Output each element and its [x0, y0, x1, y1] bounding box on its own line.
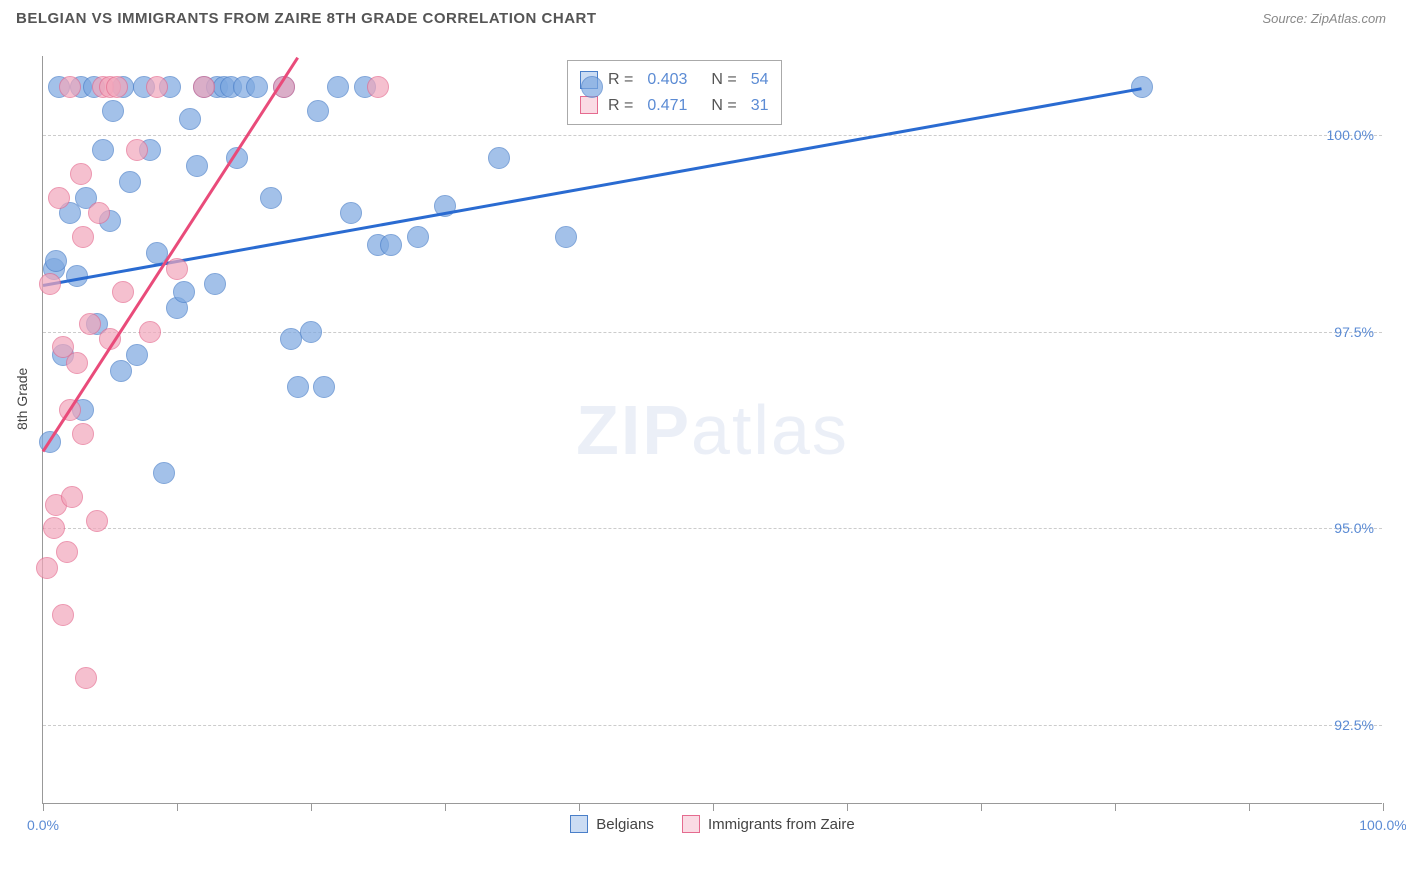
data-point [48, 187, 70, 209]
bottom-legend: Belgians Immigrants from Zaire [43, 815, 1382, 837]
data-point [488, 147, 510, 169]
data-point [139, 321, 161, 343]
xtick [1249, 803, 1250, 811]
data-point [367, 76, 389, 98]
stat-n-value: 54 [751, 67, 769, 93]
data-point [146, 76, 168, 98]
trend-line [42, 57, 299, 452]
legend-label: Immigrants from Zaire [708, 816, 855, 833]
chart-title: BELGIAN VS IMMIGRANTS FROM ZAIRE 8TH GRA… [16, 10, 597, 27]
xtick [1383, 803, 1384, 811]
data-point [86, 510, 108, 532]
xtick [981, 803, 982, 811]
data-point [193, 76, 215, 98]
data-point [204, 273, 226, 295]
gridline [43, 135, 1382, 136]
y-axis-label: 8th Grade [14, 368, 30, 430]
ytick-label: 97.5% [1334, 324, 1374, 340]
swatch-icon [570, 815, 588, 833]
gridline [43, 725, 1382, 726]
data-point [75, 667, 97, 689]
data-point [327, 76, 349, 98]
data-point [70, 163, 92, 185]
swatch-icon [682, 815, 700, 833]
data-point [39, 273, 61, 295]
data-point [173, 281, 195, 303]
stat-n-label: N = [711, 67, 736, 93]
data-point [313, 376, 335, 398]
data-point [186, 155, 208, 177]
scatter-chart: ZIPatlas R =0.403N =54R =0.471N =31 Belg… [42, 56, 1382, 804]
data-point [153, 462, 175, 484]
data-point [287, 376, 309, 398]
data-point [126, 139, 148, 161]
data-point [407, 226, 429, 248]
data-point [61, 486, 83, 508]
data-point [59, 76, 81, 98]
data-point [102, 100, 124, 122]
swatch-icon [580, 96, 598, 114]
data-point [260, 187, 282, 209]
stat-r-value: 0.471 [647, 93, 687, 119]
xtick [579, 803, 580, 811]
stat-n-value: 31 [751, 93, 769, 119]
data-point [92, 139, 114, 161]
ytick-label: 95.0% [1334, 520, 1374, 536]
source-credit: Source: ZipAtlas.com [1262, 11, 1386, 26]
legend-item-belgians: Belgians [570, 815, 654, 833]
xtick-label-left: 0.0% [27, 817, 59, 833]
data-point [72, 226, 94, 248]
stat-legend-row: R = 0.403 N = 54 [580, 67, 769, 93]
data-point [43, 517, 65, 539]
stat-r-label: R = [608, 67, 633, 93]
watermark: ZIPatlas [576, 390, 849, 470]
xtick [713, 803, 714, 811]
xtick-label-right: 100.0% [1359, 817, 1406, 833]
data-point [280, 328, 302, 350]
gridline [43, 332, 1382, 333]
xtick [847, 803, 848, 811]
data-point [119, 171, 141, 193]
ytick-label: 100.0% [1327, 127, 1374, 143]
data-point [179, 108, 201, 130]
data-point [52, 604, 74, 626]
data-point [88, 202, 110, 224]
ytick-label: 92.5% [1334, 717, 1374, 733]
header: BELGIAN VS IMMIGRANTS FROM ZAIRE 8TH GRA… [0, 0, 1406, 35]
data-point [45, 250, 67, 272]
data-point [66, 352, 88, 374]
data-point [72, 423, 94, 445]
stat-r-label: R = [608, 93, 633, 119]
data-point [581, 76, 603, 98]
data-point [106, 76, 128, 98]
data-point [126, 344, 148, 366]
xtick [177, 803, 178, 811]
xtick [445, 803, 446, 811]
data-point [380, 234, 402, 256]
data-point [555, 226, 577, 248]
data-point [79, 313, 101, 335]
data-point [112, 281, 134, 303]
stat-r-value: 0.403 [647, 67, 687, 93]
legend-item-zaire: Immigrants from Zaire [682, 815, 855, 833]
stat-n-label: N = [711, 93, 736, 119]
data-point [56, 541, 78, 563]
data-point [307, 100, 329, 122]
xtick [1115, 803, 1116, 811]
xtick [311, 803, 312, 811]
legend-label: Belgians [596, 816, 654, 833]
data-point [340, 202, 362, 224]
data-point [36, 557, 58, 579]
gridline [43, 528, 1382, 529]
xtick [43, 803, 44, 811]
data-point [166, 258, 188, 280]
data-point [246, 76, 268, 98]
data-point [300, 321, 322, 343]
stat-legend-row: R = 0.471 N = 31 [580, 93, 769, 119]
